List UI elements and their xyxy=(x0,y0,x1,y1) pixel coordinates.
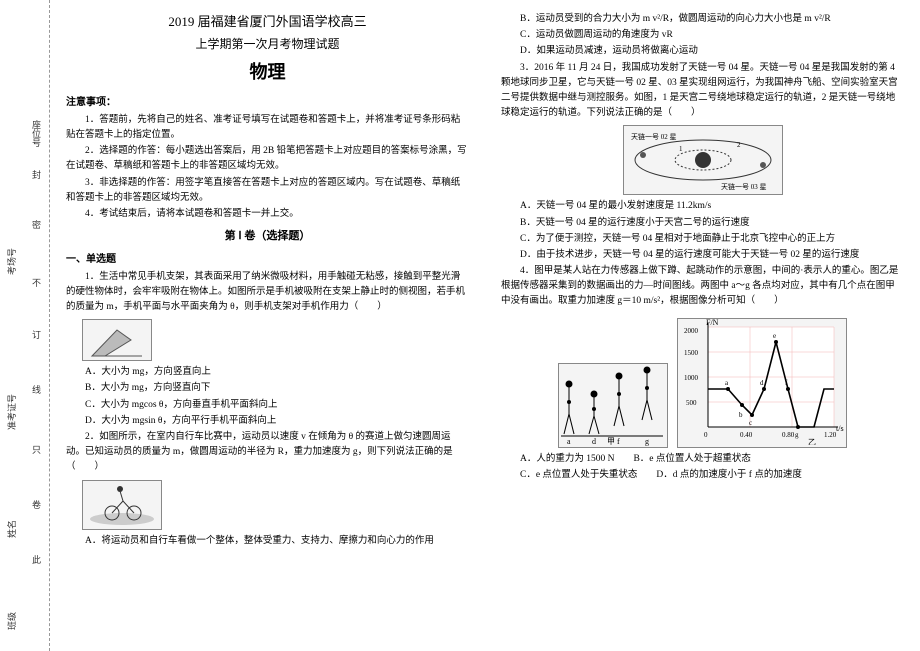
notice-item: 2．选择题的作答：每小题选出答案后，用 2B 铅笔把答题卡上对应题目的答案标号涂… xyxy=(66,144,469,174)
q1-option: B．大小为 mg，方向竖直向下 xyxy=(66,381,469,396)
jump-icon: a d f g 甲 xyxy=(559,364,665,446)
binding-label: 座位号 xyxy=(30,120,43,147)
q1-option: D．大小为 mgsin θ，方向平行手机平面斜向上 xyxy=(66,414,469,429)
q1-option: C．大小为 mgcos θ，方向垂直手机平面斜向上 xyxy=(66,398,469,413)
page-columns: 2019 届福建省厦门外国语学校高三 上学期第一次月考物理试题 物理 注意事项：… xyxy=(50,0,920,651)
svg-text:1000: 1000 xyxy=(684,374,699,382)
svg-text:F/N: F/N xyxy=(706,319,719,327)
subject-title: 物理 xyxy=(66,58,469,87)
q4-figures: a d f g 甲 xyxy=(501,314,904,452)
svg-text:g: g xyxy=(795,431,799,439)
single-choice-heading: 一、单选题 xyxy=(66,252,469,268)
jump-figure: a d f g 甲 xyxy=(558,363,668,448)
binding-label: 班级 xyxy=(5,612,18,630)
force-time-chart: a b c d e f g F/N 500 1000 1500 2000 xyxy=(677,318,847,448)
notice-heading: 注意事项： xyxy=(66,95,469,111)
q1-option: A．大小为 mg，方向竖直向上 xyxy=(66,365,469,380)
svg-text:1: 1 xyxy=(679,145,683,153)
orbit-icon: 天链一号 02 星 天链一号 03 星 1 2 xyxy=(625,127,781,193)
bike-icon xyxy=(86,483,158,527)
binding-label: 线 xyxy=(30,385,43,394)
binding-label: 不 xyxy=(30,278,43,287)
binding-label: 只 xyxy=(30,445,43,454)
part1-heading: 第 Ⅰ 卷（选择题） xyxy=(66,228,469,246)
q2-option-b: B．运动员受到的合力大小为 m v²/R，做圆周运动的向心力大小也是 m v²/… xyxy=(501,12,904,27)
svg-text:1.20: 1.20 xyxy=(824,431,837,439)
q3-option: C．为了便于测控，天链一号 04 星相对于地面静止于北京飞控中心的正上方 xyxy=(501,232,904,247)
svg-text:0: 0 xyxy=(704,431,708,439)
chart-svg: a b c d e f g F/N 500 1000 1500 2000 xyxy=(678,319,844,445)
svg-text:甲: 甲 xyxy=(607,437,615,446)
q3-option: B．天链一号 04 星的运行速度小于天宫二号的运行速度 xyxy=(501,216,904,231)
orbit-label-right: 天链一号 03 星 xyxy=(721,182,767,191)
svg-text:2: 2 xyxy=(737,141,741,149)
binding-label: 封 xyxy=(30,170,43,179)
q3-option: A．天链一号 04 星的最小发射速度是 11.2km/s xyxy=(501,199,904,214)
q2-option-d: D．如果运动员减速，运动员将做离心运动 xyxy=(501,44,904,59)
svg-text:d: d xyxy=(760,379,764,387)
binding-label: 准考证号 xyxy=(5,394,18,430)
q2-stem: 2．如图所示，在室内自行车比赛中，运动员以速度 v 在倾角为 θ 的赛道上做匀速… xyxy=(66,430,469,476)
phone-stand-figure xyxy=(82,319,152,361)
svg-text:500: 500 xyxy=(686,399,697,407)
svg-text:1500: 1500 xyxy=(684,349,699,357)
q4-option-row: C．e 点位置人处于失重状态 D．d 点的加速度小于 f 点的加速度 xyxy=(501,468,904,483)
binding-label: 此 xyxy=(30,555,43,564)
stand-icon xyxy=(87,322,147,358)
q1-stem: 1．生活中常见手机支架，其表面采用了纳米微吸材料，用手触碰无粘感，接触到平整光滑… xyxy=(66,270,469,316)
binding-label: 姓名 xyxy=(5,520,18,538)
binding-label: 考场号 xyxy=(5,248,18,275)
title-line2: 上学期第一次月考物理试题 xyxy=(66,35,469,54)
title-line1: 2019 届福建省厦门外国语学校高三 xyxy=(66,12,469,33)
binding-label: 密 xyxy=(30,220,43,229)
svg-text:e: e xyxy=(773,332,776,340)
svg-text:2000: 2000 xyxy=(684,327,699,335)
svg-text:0.80: 0.80 xyxy=(782,431,795,439)
q4-stem: 4．图甲是某人站在力传感器上做下蹲、起跳动作的示意图，中间的·表示人的重心。图乙… xyxy=(501,264,904,310)
orbit-figure: 天链一号 02 星 天链一号 03 星 1 2 xyxy=(623,125,783,195)
q4-option-row: A．人的重力为 1500 N B．e 点位置人处于超重状态 xyxy=(501,452,904,467)
svg-text:b: b xyxy=(739,411,743,419)
left-column: 2019 届福建省厦门外国语学校高三 上学期第一次月考物理试题 物理 注意事项：… xyxy=(50,0,485,651)
binding-label: 订 xyxy=(30,330,43,339)
right-column: B．运动员受到的合力大小为 m v²/R，做圆周运动的向心力大小也是 m v²/… xyxy=(485,0,920,651)
notice-item: 3．非选择题的作答：用签字笔直接答在答题卡上对应的答题区域内。写在试题卷、草稿纸… xyxy=(66,176,469,206)
svg-text:f: f xyxy=(617,437,620,446)
q3-option: D．由于技术进步，天链一号 04 星的运行速度可能大于天链一号 02 星的运行速… xyxy=(501,248,904,263)
q2-option-a: A．将运动员和自行车看做一个整体，整体受重力、支持力、摩擦力和向心力的作用 xyxy=(66,534,469,549)
bike-figure xyxy=(82,480,162,530)
svg-text:d: d xyxy=(592,437,596,446)
svg-text:t/s: t/s xyxy=(836,424,844,433)
svg-text:g: g xyxy=(645,437,649,446)
notice-item: 4．考试结束后，请将本试题卷和答题卡一并上交。 xyxy=(66,207,469,222)
svg-text:乙: 乙 xyxy=(808,438,816,445)
q3-stem: 3．2016 年 11 月 24 日，我国成功发射了天链一号 04 星。天链一号… xyxy=(501,61,904,122)
svg-text:a: a xyxy=(567,437,571,446)
notice-item: 1．答题前，先将自己的姓名、准考证号填写在试题卷和答题卡上，并将准考证号条形码粘… xyxy=(66,113,469,143)
binding-label: 卷 xyxy=(30,500,43,509)
binding-margin: 座位号 封 密 考场号 不 订 线 准考证号 只 卷 姓名 此 班级 xyxy=(0,0,50,651)
orbit-label-left: 天链一号 02 星 xyxy=(631,132,677,141)
svg-text:c: c xyxy=(749,419,752,427)
q2-option-c: C．运动员做圆周运动的角速度为 vR xyxy=(501,28,904,43)
svg-text:0.40: 0.40 xyxy=(740,431,753,439)
